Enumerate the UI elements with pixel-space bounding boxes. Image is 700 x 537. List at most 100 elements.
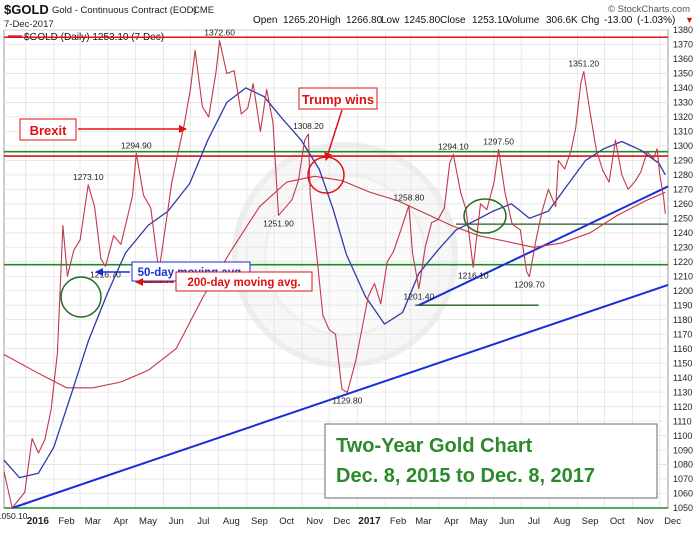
x-tick-label: Feb [58, 516, 74, 527]
y-axis-labels: 1050 1060 1070 1080 1090 1100 1110 1120 1130 1140… [673, 25, 693, 513]
price-label: 1294.90 [121, 140, 152, 150]
y-tick-label: 1180 [673, 315, 692, 325]
price-label: 1050.10 [0, 511, 28, 521]
x-tick-label: Sep [582, 516, 599, 527]
y-tick-label: 1380 [673, 25, 693, 35]
brexit-annotation: Brexit [19, 118, 187, 141]
y-tick-label: 1220 [673, 257, 693, 267]
y-tick-label: 1300 [673, 141, 693, 151]
y-tick-label: 1290 [673, 156, 693, 166]
y-tick-label: 1110 [673, 416, 692, 426]
header-description: Gold - Continuous Contract (EOD) [52, 5, 197, 16]
price-label: 1216.70 [90, 270, 121, 280]
y-tick-label: 1200 [673, 286, 693, 296]
trump-label: Trump wins [302, 92, 374, 107]
y-tick-label: 1350 [673, 69, 693, 79]
x-tick-label: Feb [390, 516, 406, 527]
y-tick-label: 1080 [673, 460, 693, 470]
y-tick-label: 1330 [673, 98, 693, 108]
x-tick-label: Apr [444, 516, 459, 527]
y-tick-label: 1190 [673, 300, 692, 310]
series-price-line [3, 40, 666, 509]
y-tick-label: 1100 [673, 431, 692, 441]
low-value: 1245.80 [404, 15, 441, 26]
y-tick-label: 1260 [673, 199, 693, 209]
brexit-label: Brexit [30, 123, 68, 138]
y-tick-label: 1130 [673, 387, 692, 397]
price-label: 1308.20 [293, 121, 324, 131]
price-label: 1273.10 [73, 172, 104, 182]
y-tick-label: 1320 [673, 112, 693, 122]
ma200-annotation: 200-day moving avg. [135, 271, 313, 292]
volume-label: Volume [506, 15, 540, 26]
low-label: Low [381, 15, 400, 26]
x-tick-label: Oct [279, 516, 294, 527]
y-tick-label: 1060 [673, 489, 693, 499]
y-tick-label: 1150 [673, 358, 692, 368]
y-tick-label: 1250 [673, 214, 693, 224]
x-tick-label: Jun [499, 516, 514, 527]
y-tick-label: 1210 [673, 271, 693, 281]
price-label: 1372.60 [204, 28, 235, 38]
y-tick-label: 1280 [673, 170, 693, 180]
price-label: 1129.80 [332, 395, 362, 405]
horizontal-levels [4, 36, 668, 509]
ma-crossover-circle-2017 [463, 198, 507, 234]
close-value: 1253.10 [472, 15, 509, 26]
price-label: 1251.90 [263, 218, 294, 228]
y-tick-label: 1170 [673, 329, 692, 339]
series-lines [3, 40, 666, 509]
y-tick-label: 1120 [673, 402, 692, 412]
change-down-icon: ▼ [685, 15, 694, 25]
change-label: Chg [581, 15, 599, 26]
x-axis-labels: 2016 Feb Mar Apr May Jun Jul Aug Sep Oct Nov Dec 201… [27, 516, 681, 527]
x-tick-label: Mar [415, 516, 431, 527]
x-tick-label: Mar [85, 516, 101, 527]
x-tick-label: Nov [306, 516, 323, 527]
x-tick-label: Aug [223, 516, 240, 527]
change-percent: (-1.03%) [637, 15, 675, 26]
trendline [11, 283, 669, 509]
x-tick-label: Sep [251, 516, 268, 527]
y-tick-label: 1140 [673, 373, 692, 383]
y-tick-label: 1310 [673, 127, 693, 137]
x-tick-label: May [139, 516, 157, 527]
high-label: High [320, 15, 341, 26]
close-label: Close [440, 15, 466, 26]
trump-arrow [324, 109, 343, 161]
price-label: 1351.20 [568, 59, 599, 69]
header-symbol: $GOLD [4, 2, 49, 17]
title-line-2: Dec. 8, 2015 to Dec. 8, 2017 [336, 465, 595, 487]
y-tick-label: 1370 [673, 40, 693, 50]
x-tick-label: Jul [197, 516, 209, 527]
volume-value: 306.6K [546, 15, 578, 26]
price-label: 1258.80 [394, 193, 425, 203]
x-tick-label: May [470, 516, 488, 527]
header-exchange: CME [193, 5, 214, 16]
y-tick-label: 1230 [673, 242, 693, 252]
trump-circle [307, 156, 345, 194]
x-tick-label: Jun [168, 516, 183, 527]
x-tick-label: Aug [554, 516, 571, 527]
open-label: Open [253, 15, 277, 26]
y-tick-label: 1340 [673, 83, 693, 93]
high-value: 1266.80 [346, 15, 383, 26]
price-label: 1297.50 [483, 137, 514, 147]
x-tick-label: Nov [637, 516, 654, 527]
header-date: 7-Dec-2017 [4, 19, 54, 30]
open-value: 1265.20 [283, 15, 320, 26]
x-tick-label: 2017 [358, 516, 381, 527]
x-tick-label: Dec [664, 516, 681, 527]
title-line-1: Two-Year Gold Chart [336, 435, 533, 457]
y-tick-label: 1070 [673, 474, 693, 484]
price-label: 1209.70 [514, 280, 545, 290]
y-tick-label: 1270 [673, 185, 693, 195]
watermark-logo [232, 142, 458, 368]
x-tick-label: 2016 [27, 516, 50, 527]
price-label: 1201.40 [404, 292, 435, 302]
x-tick-label: Dec [333, 516, 350, 527]
ma-crossover-circle-2016 [60, 276, 102, 318]
y-tick-label: 1360 [673, 54, 693, 64]
